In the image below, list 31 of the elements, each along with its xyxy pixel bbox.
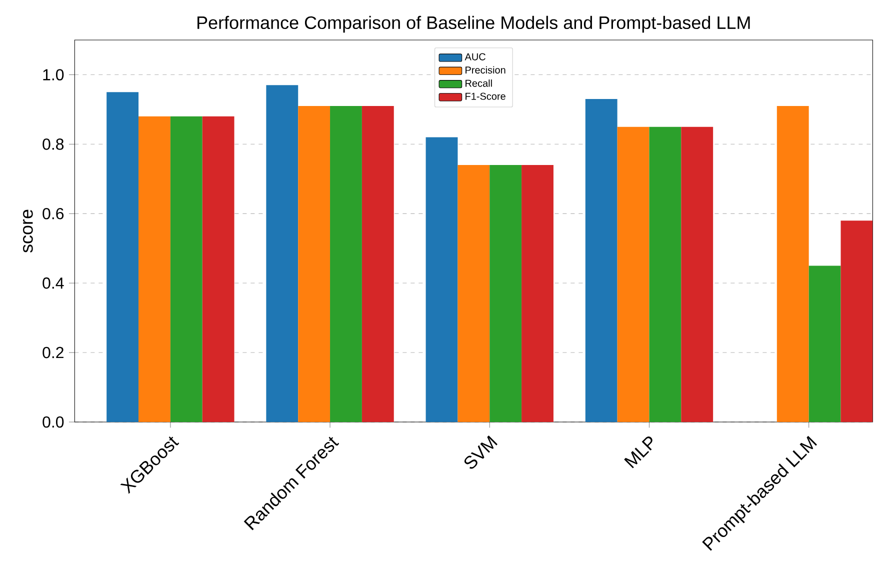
bar	[522, 165, 554, 422]
bar	[458, 165, 490, 422]
y-axis-title: score	[23, 210, 33, 253]
legend-label: Precision	[466, 66, 506, 74]
bar	[776, 106, 809, 422]
bar	[617, 126, 650, 422]
bar	[106, 92, 139, 422]
bar	[330, 106, 362, 422]
bar	[681, 126, 714, 422]
y-tick-label: 0.8	[42, 138, 64, 150]
legend-label: F1-Score	[466, 92, 506, 100]
y-tick-label: 0.0	[42, 416, 64, 428]
bar	[840, 220, 873, 422]
bar	[202, 116, 234, 422]
y-tick-label: 0.2	[42, 346, 64, 358]
y-tick-label: 0.4	[42, 277, 64, 289]
legend-label: AUC	[464, 53, 486, 60]
y-tick-label: 1.0	[43, 69, 64, 80]
bar	[490, 165, 522, 422]
bar	[426, 137, 458, 422]
bar	[649, 126, 682, 422]
bar	[170, 116, 202, 422]
bar	[808, 266, 841, 422]
chart-title: Performance Comparison of Baseline Models and Prompt-based LLM	[198, 16, 750, 33]
bar	[298, 106, 330, 422]
bar	[585, 99, 618, 422]
y-tick-label: 0.6	[42, 208, 64, 220]
bar	[362, 106, 394, 422]
bar	[266, 85, 298, 422]
bar	[138, 116, 170, 422]
legend-label: Recall	[466, 79, 492, 87]
